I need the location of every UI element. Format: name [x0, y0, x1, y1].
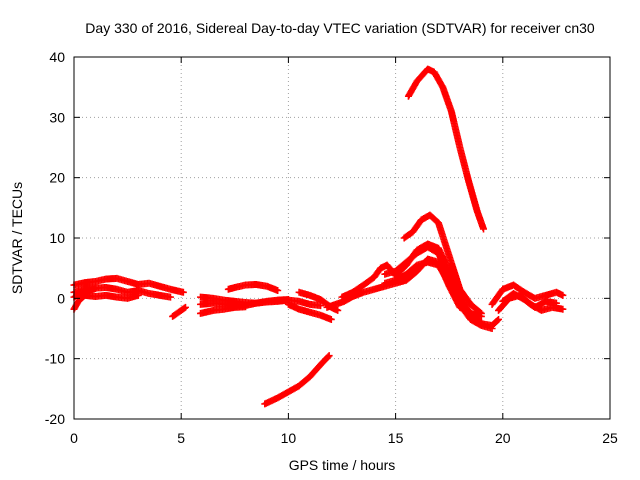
series-arc-7	[196, 296, 292, 310]
x-tick-label: 15	[388, 430, 404, 446]
data-point	[134, 291, 142, 299]
data-point	[324, 353, 332, 361]
x-tick-label: 5	[177, 430, 185, 446]
series-arc-21	[499, 290, 560, 311]
data-point	[559, 305, 567, 313]
data-point	[493, 316, 501, 324]
data-point	[559, 291, 567, 299]
data-point	[476, 308, 484, 316]
series-arc-16	[381, 243, 485, 326]
data-point	[477, 318, 485, 326]
data-point	[552, 299, 560, 307]
series-arc-8	[196, 303, 250, 317]
y-tick-label: 30	[49, 109, 65, 125]
y-axis-title: SDTVAR / TECUs	[9, 182, 25, 294]
series-arc-5	[169, 303, 189, 320]
data-point	[166, 293, 174, 301]
series-arc-17	[400, 211, 485, 317]
data-point	[317, 302, 325, 310]
series-arc-9	[224, 280, 282, 294]
series-arc-19	[488, 281, 567, 308]
x-tick-label: 25	[602, 430, 618, 446]
x-tick-label: 10	[281, 430, 297, 446]
series-arc-18	[404, 65, 488, 233]
data-point	[325, 352, 333, 360]
y-tick-label: 40	[49, 49, 65, 65]
y-tick-label: -20	[45, 411, 65, 427]
y-tick-label: 0	[57, 290, 65, 306]
x-tick-label: 0	[70, 430, 78, 446]
data-point	[181, 303, 189, 311]
data-point	[488, 325, 496, 332]
data-point	[334, 306, 342, 314]
axis-ticks	[73, 56, 611, 420]
series-arc-12	[261, 352, 333, 408]
data-point	[480, 225, 488, 233]
series-arc-10	[284, 300, 335, 323]
data-point	[477, 309, 485, 317]
y-tick-label: 10	[49, 230, 65, 246]
y-tick-label: -10	[45, 351, 65, 367]
data-point	[242, 303, 250, 311]
data-point	[179, 288, 187, 296]
series-arc-4	[70, 291, 142, 313]
x-tick-label: 20	[495, 430, 511, 446]
data-point	[274, 286, 282, 294]
data-point	[495, 315, 503, 323]
x-axis-title: GPS time / hours	[289, 457, 396, 473]
grid	[74, 57, 610, 419]
series-arc-1	[70, 274, 187, 296]
data-point	[91, 285, 99, 293]
tick-labels: 0 5 10 15 20 25 -20 -10 0 10 20 30 40	[45, 49, 618, 446]
y-tick-label: 20	[49, 170, 65, 186]
chart-title: Day 330 of 2016, Sidereal Day-to-day VTE…	[85, 20, 595, 36]
data-point	[327, 315, 335, 323]
